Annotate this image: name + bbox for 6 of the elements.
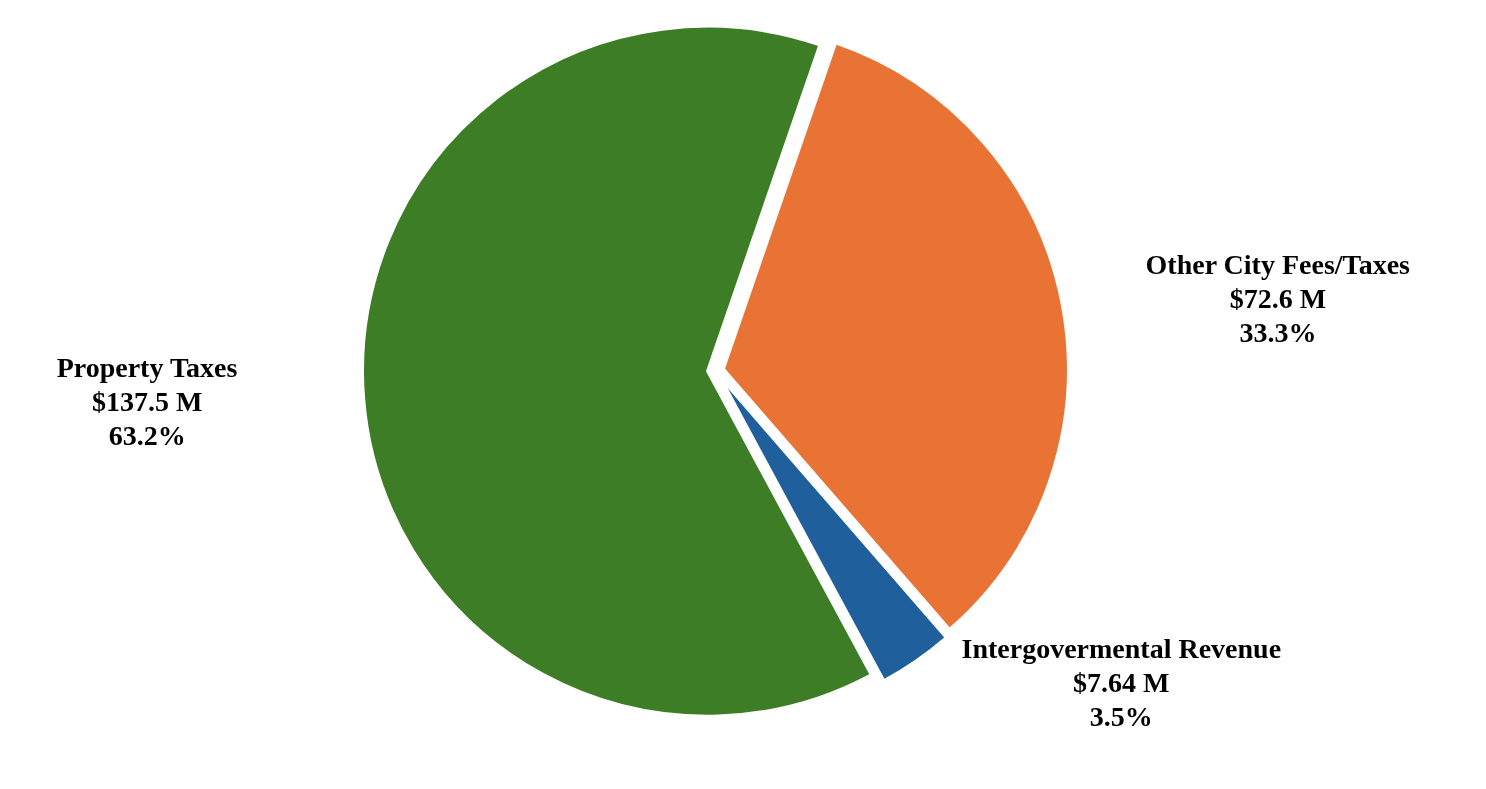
- data-label: $137.5 M 63.2%: [92, 385, 203, 451]
- data-label: $7.64 M 3.5%: [1073, 667, 1170, 733]
- data-label: $72.6 M 33.3%: [1229, 282, 1327, 348]
- slice-label: Other City Fees/Taxes: [1145, 248, 1411, 280]
- slice-label: Intergovermental Revenue: [961, 633, 1282, 665]
- slice-label: Property Taxes: [56, 351, 238, 383]
